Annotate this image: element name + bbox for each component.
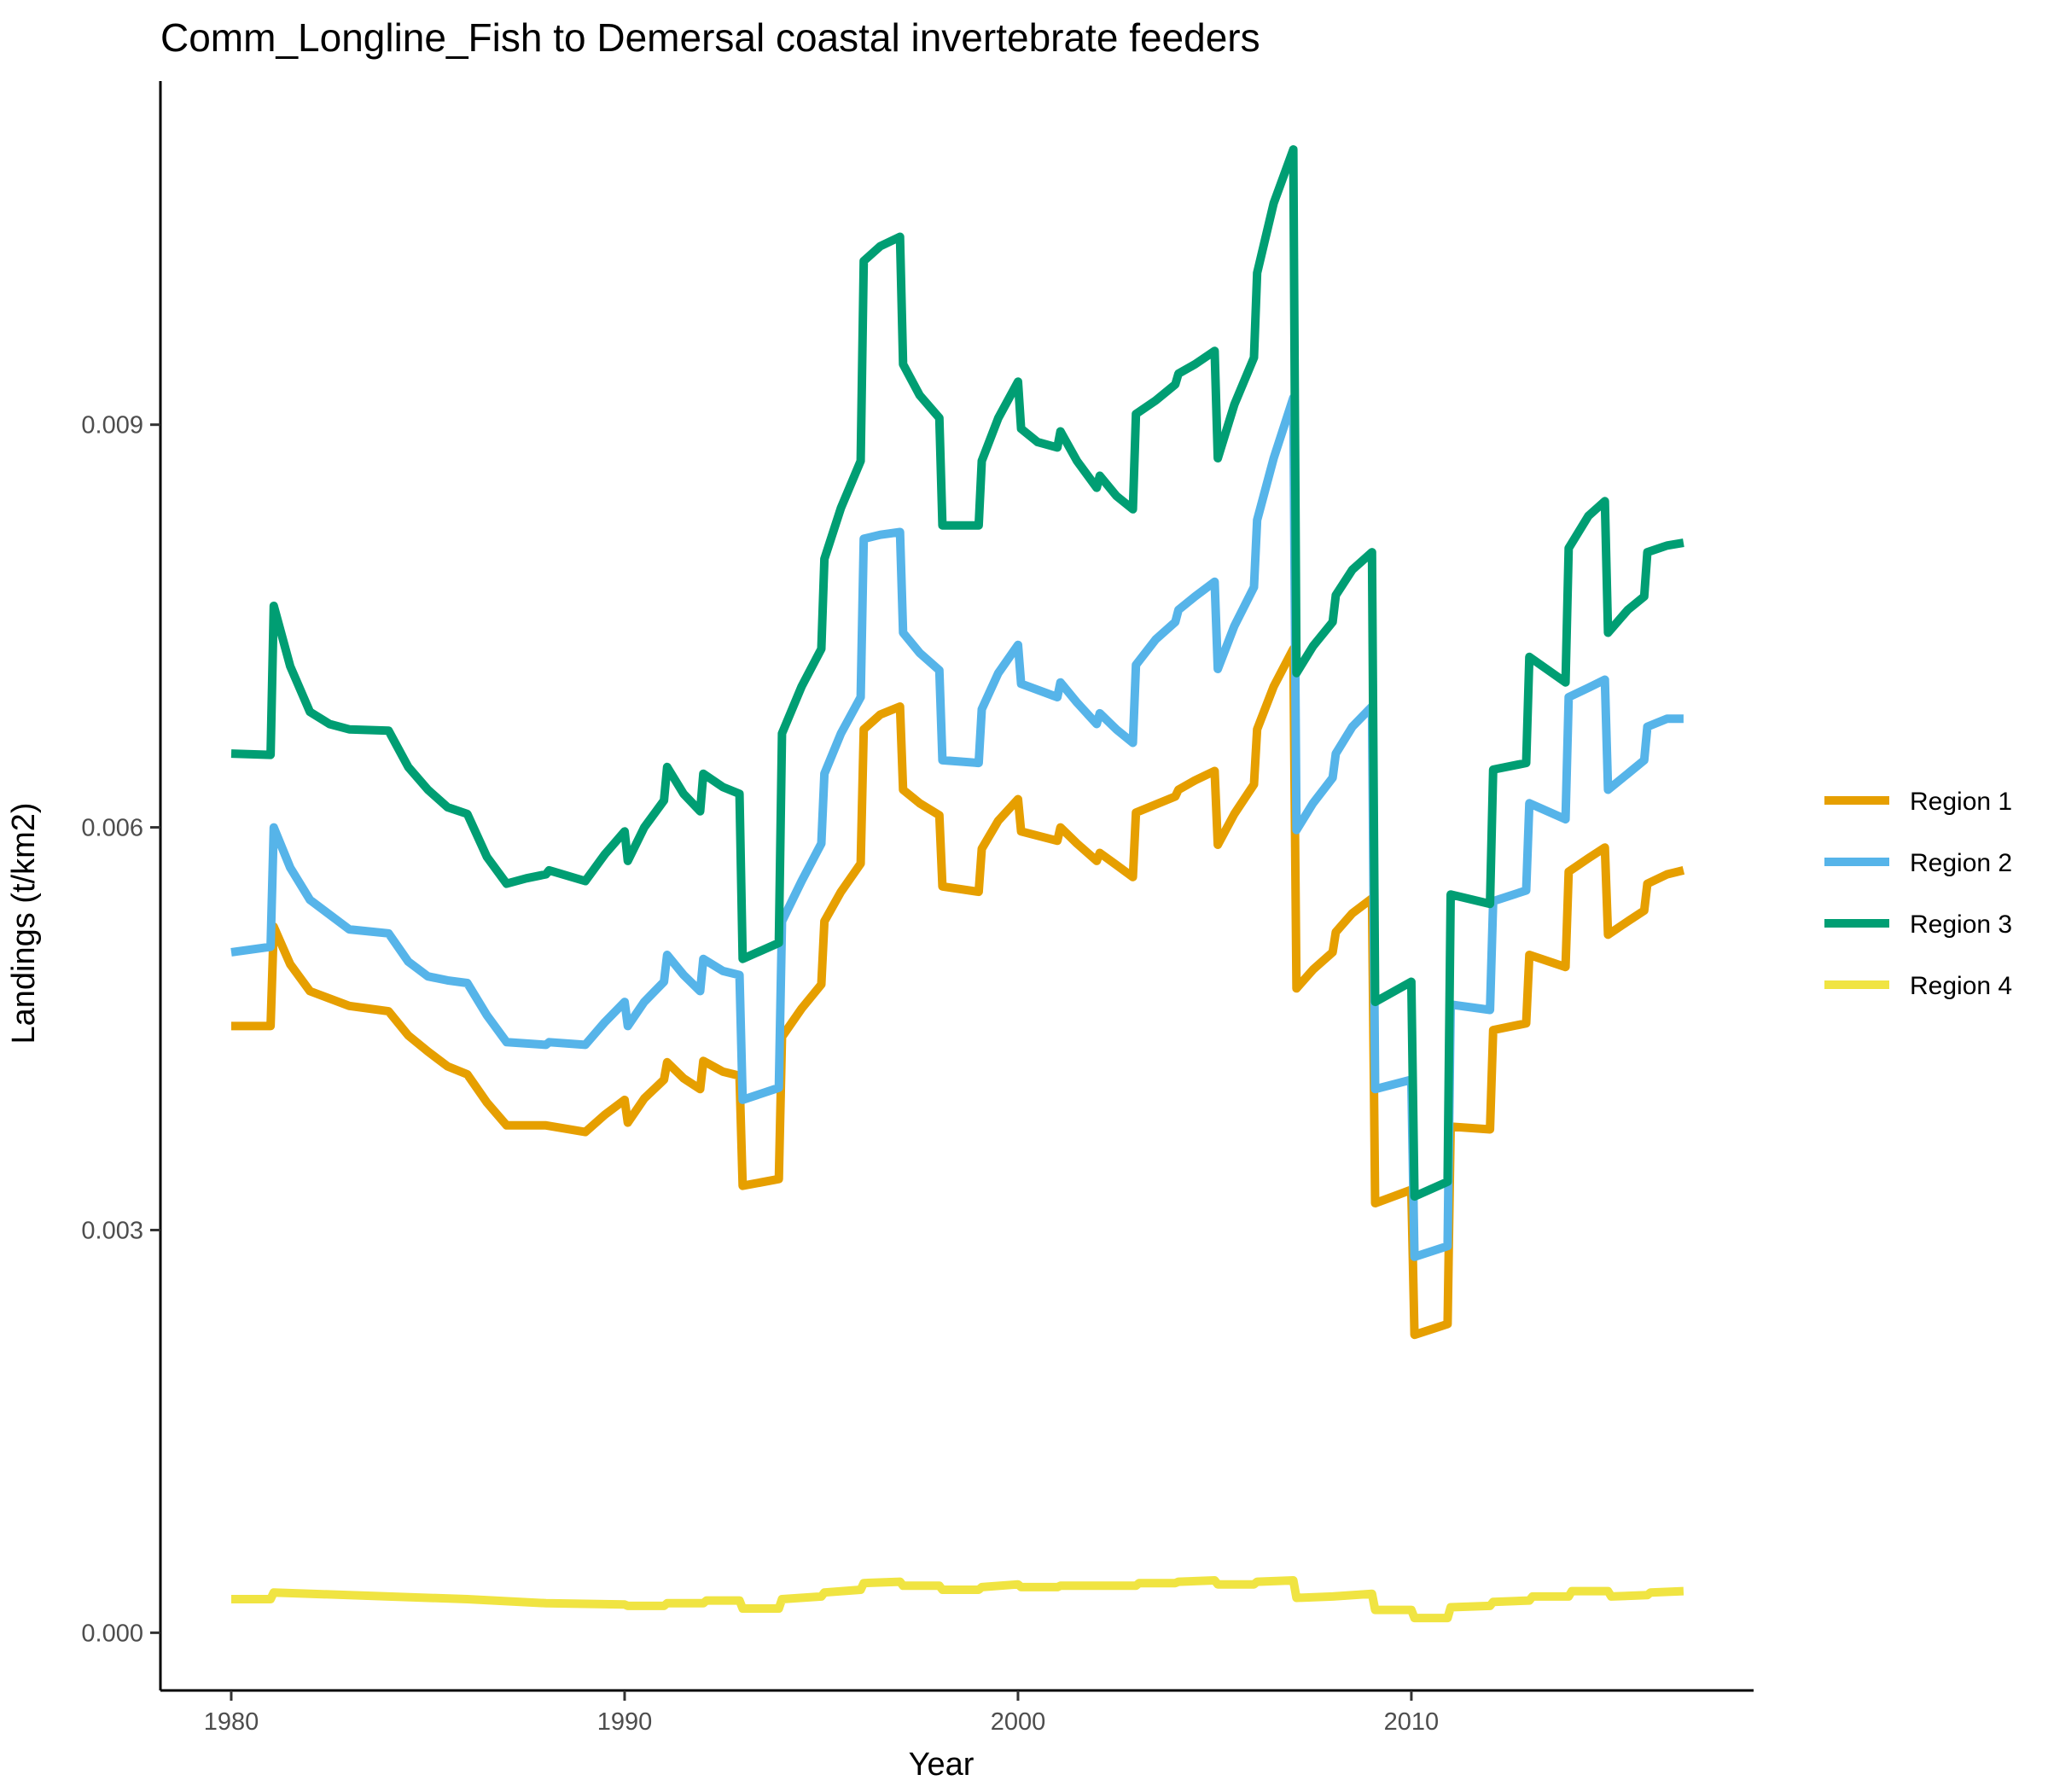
series-layer [230, 145, 1685, 1623]
x-tick-label: 2010 [1384, 1708, 1440, 1736]
legend: Region 1 Region 2 Region 3 Region 4 [1824, 788, 2012, 1000]
legend-label-region-3: Region 3 [1910, 911, 2012, 939]
y-axis-title: Landings (t/km2) [6, 802, 42, 1044]
series-line-region-3 [230, 145, 1684, 1201]
x-tick-label: 2000 [991, 1708, 1046, 1736]
y-tick-label: 0.003 [81, 1217, 143, 1244]
x-tick-label: 1990 [597, 1708, 653, 1736]
legend-label-region-2: Region 2 [1910, 849, 2012, 877]
x-axis-ticks: 1980 1990 2000 2010 [204, 1690, 1439, 1736]
y-axis-ticks: 0.000 0.003 0.006 0.009 [81, 412, 160, 1647]
series-line-region-4 [231, 1576, 1684, 1623]
y-tick-label: 0.009 [81, 412, 143, 439]
y-tick-label: 0.000 [81, 1620, 143, 1647]
series-line-region-1 [231, 644, 1685, 1340]
y-tick-label: 0.006 [81, 815, 143, 842]
legend-label-region-1: Region 1 [1910, 788, 2012, 816]
series-line-region-2 [230, 393, 1684, 1261]
plot-area: 1980 1990 2000 2010 0.000 0.003 0.006 0.009 [81, 81, 1754, 1736]
chart-title: Comm_Longline_Fish to Demersal coastal i… [160, 15, 1260, 60]
x-tick-label: 1980 [204, 1708, 259, 1736]
legend-label-region-4: Region 4 [1910, 972, 2012, 1000]
x-axis-title: Year [909, 1747, 975, 1783]
